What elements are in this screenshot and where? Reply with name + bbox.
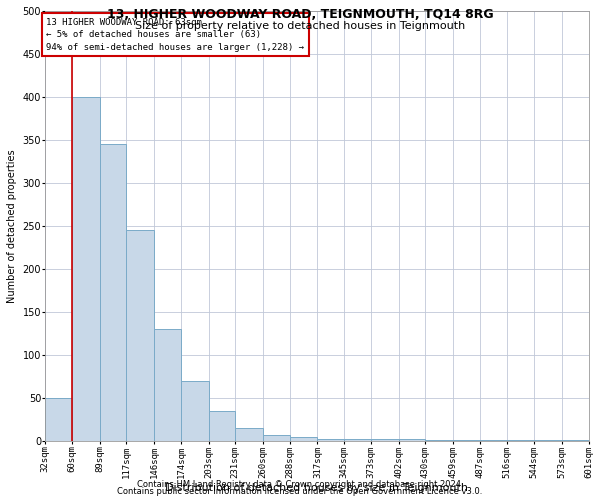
Bar (398, 440, 425, 441)
Bar (508, 440, 534, 441)
Bar (72, 97, 100, 441)
Bar (371, 440, 398, 441)
Bar (100, 144, 127, 441)
Text: 13, HIGHER WOODWAY ROAD, TEIGNMOUTH, TQ14 8RG: 13, HIGHER WOODWAY ROAD, TEIGNMOUTH, TQ1… (107, 8, 493, 20)
Text: Contains HM Land Registry data © Crown copyright and database right 2024.: Contains HM Land Registry data © Crown c… (137, 480, 463, 489)
Bar (534, 440, 562, 441)
Bar (344, 440, 371, 441)
Bar (425, 440, 453, 441)
Bar (263, 435, 290, 441)
Bar (235, 428, 263, 441)
Bar (45, 398, 72, 441)
Bar (290, 437, 317, 441)
Bar (480, 440, 508, 441)
Y-axis label: Number of detached properties: Number of detached properties (7, 149, 17, 303)
Bar (154, 329, 181, 441)
Bar (209, 411, 235, 441)
Text: 13 HIGHER WOODWAY ROAD: 63sqm
← 5% of detached houses are smaller (63)
94% of se: 13 HIGHER WOODWAY ROAD: 63sqm ← 5% of de… (46, 18, 304, 52)
X-axis label: Distribution of detached houses by size in Teignmouth: Distribution of detached houses by size … (166, 483, 469, 493)
Bar (562, 440, 589, 441)
Bar (453, 440, 480, 441)
Text: Size of property relative to detached houses in Teignmouth: Size of property relative to detached ho… (135, 21, 465, 31)
Text: Contains public sector information licensed under the Open Government Licence v3: Contains public sector information licen… (118, 487, 482, 496)
Bar (317, 438, 344, 441)
Bar (181, 381, 209, 441)
Bar (127, 230, 154, 441)
